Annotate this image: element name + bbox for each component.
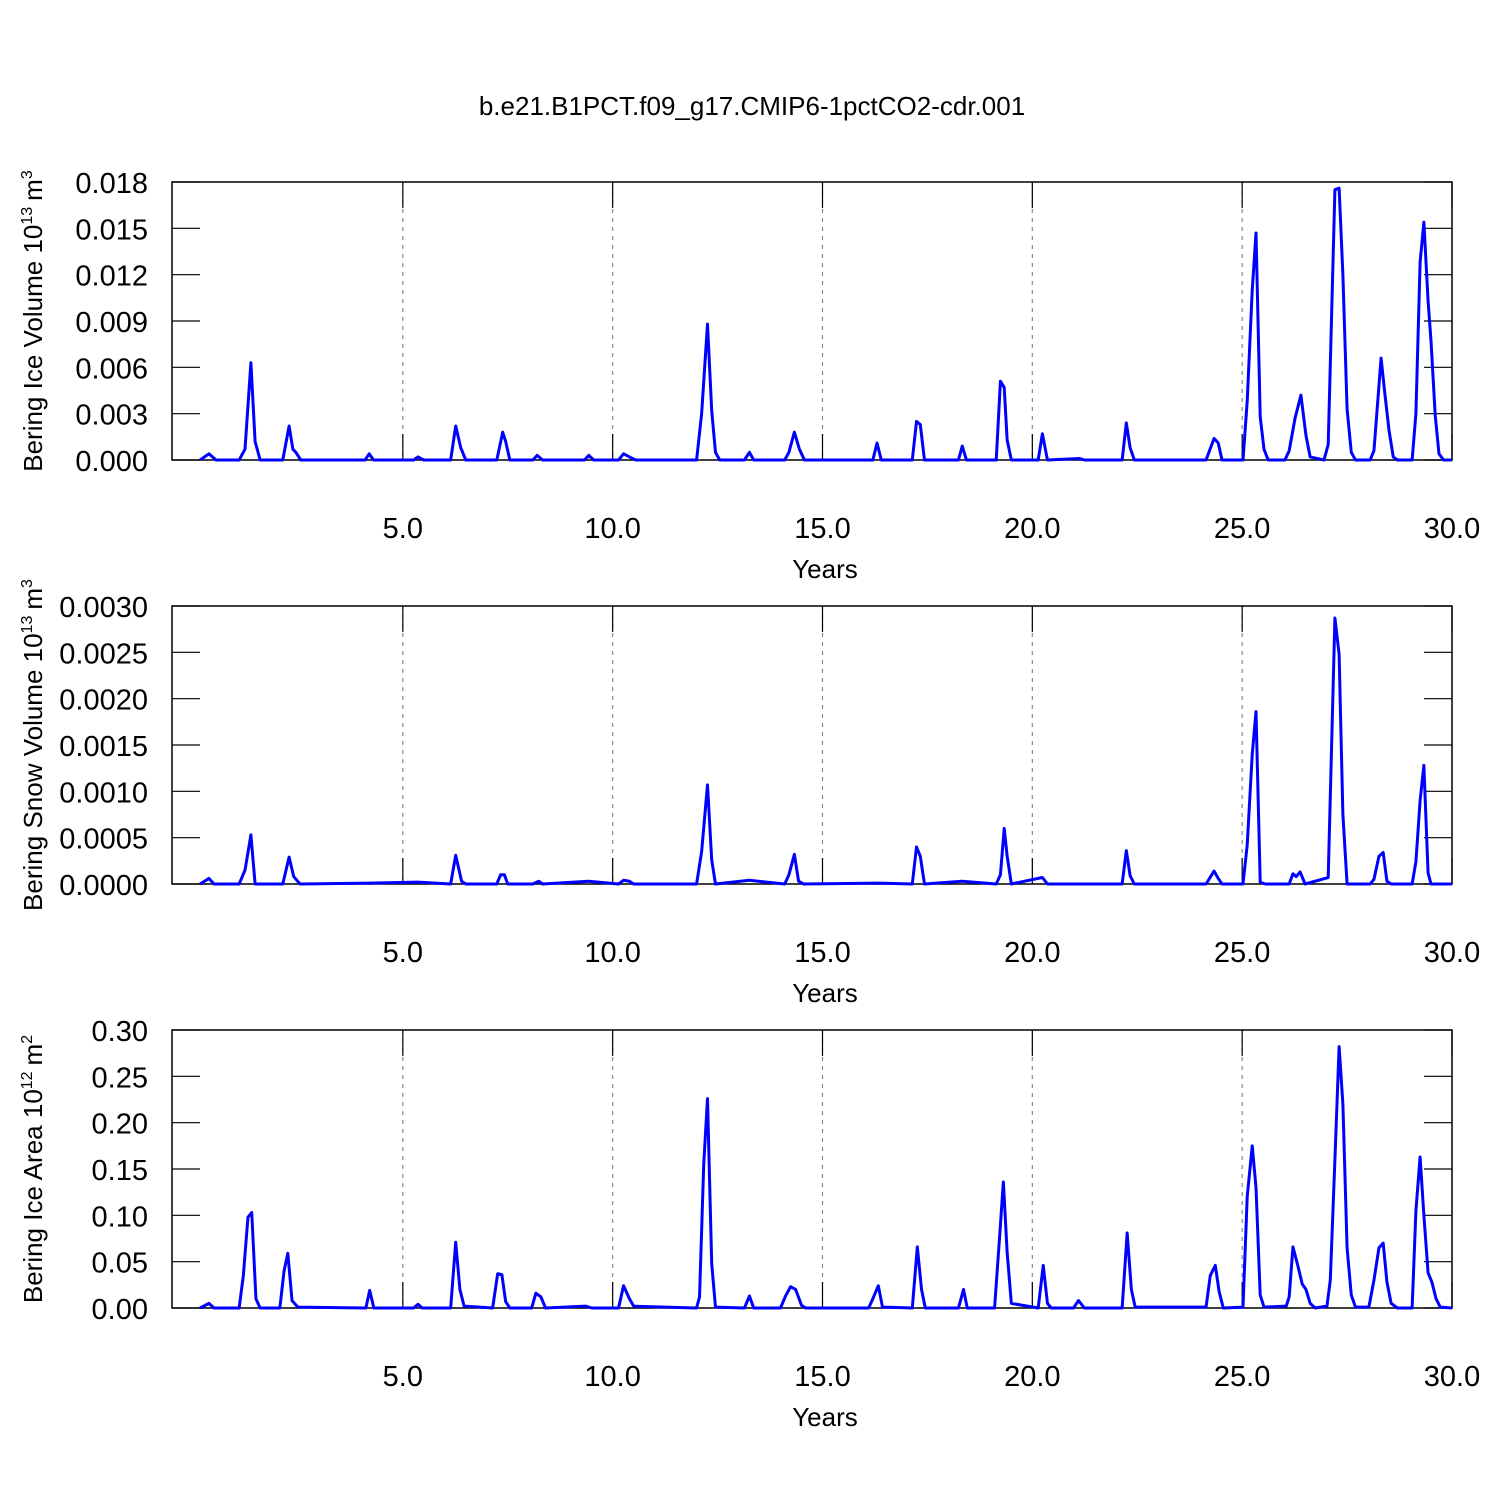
x-tick-label: 30.0 — [1424, 1361, 1480, 1393]
y-axis-label-power: 12 — [19, 1071, 36, 1089]
y-axis-label: Bering Ice Volume 1013 m3 — [18, 170, 48, 472]
y-axis-label-unit-power: 3 — [19, 579, 36, 588]
x-tick-label: 5.0 — [383, 1361, 423, 1393]
x-axis-label: Years — [792, 978, 858, 1008]
x-tick-label: 15.0 — [794, 1361, 850, 1393]
y-tick-label: 0.012 — [75, 261, 148, 293]
y-axis-label-unit-power: 3 — [19, 170, 36, 179]
y-tick-label: 0.009 — [75, 307, 148, 339]
y-tick-label: 0.00 — [92, 1294, 148, 1326]
y-tick-label: 0.15 — [92, 1155, 148, 1187]
y-tick-label: 0.015 — [75, 214, 148, 246]
y-axis-label-unit: m — [18, 1044, 48, 1066]
y-tick-label: 0.003 — [75, 400, 148, 432]
y-axis-label-power: 13 — [19, 616, 36, 634]
x-tick-label: 10.0 — [584, 513, 640, 545]
x-tick-label: 20.0 — [1004, 937, 1060, 969]
x-tick-label: 25.0 — [1214, 513, 1270, 545]
y-axis-label-power: 13 — [19, 207, 36, 225]
x-tick-label: 10.0 — [584, 937, 640, 969]
x-tick-label: 25.0 — [1214, 937, 1270, 969]
y-axis-label-unit-power: 2 — [19, 1035, 36, 1044]
y-tick-label: 0.10 — [92, 1201, 148, 1233]
y-axis-label: Bering Snow Volume 1013 m3 — [18, 579, 48, 911]
x-tick-label: 5.0 — [383, 513, 423, 545]
y-tick-label: 0.0000 — [59, 870, 148, 902]
x-tick-label: 20.0 — [1004, 1361, 1060, 1393]
x-tick-label: 15.0 — [794, 937, 850, 969]
x-tick-label: 5.0 — [383, 937, 423, 969]
data-line — [199, 1045, 1453, 1310]
x-axis-label: Years — [792, 1402, 858, 1432]
y-axis-label-text: Bering Ice Volume 10 — [18, 225, 48, 472]
y-axis-label: Bering Ice Area 1012 m2 — [18, 1035, 48, 1303]
data-line — [199, 186, 1452, 462]
x-tick-label: 20.0 — [1004, 513, 1060, 545]
y-axis-label-text: Bering Snow Volume 10 — [18, 633, 48, 911]
y-tick-label: 0.006 — [75, 353, 148, 385]
y-tick-label: 0.05 — [92, 1248, 148, 1280]
x-axis-label: Years — [792, 554, 858, 584]
x-tick-label: 30.0 — [1424, 513, 1480, 545]
figure-title: b.e21.B1PCT.f09_g17.CMIP6-1pctCO2-cdr.00… — [479, 91, 1025, 121]
y-tick-label: 0.0020 — [59, 685, 148, 717]
y-tick-label: 0.0030 — [59, 592, 148, 624]
x-tick-label: 25.0 — [1214, 1361, 1270, 1393]
y-tick-label: 0.0010 — [59, 777, 148, 809]
y-tick-label: 0.018 — [75, 168, 148, 200]
y-axis-label-unit: m — [18, 179, 48, 201]
data-line — [199, 616, 1452, 886]
y-axis-label-unit: m — [18, 588, 48, 610]
x-tick-label: 30.0 — [1424, 937, 1480, 969]
y-tick-label: 0.0025 — [59, 638, 148, 670]
y-tick-label: 0.20 — [92, 1109, 148, 1141]
x-tick-label: 15.0 — [794, 513, 850, 545]
y-tick-label: 0.000 — [75, 446, 148, 478]
y-tick-label: 0.25 — [92, 1062, 148, 1094]
y-tick-label: 0.0015 — [59, 731, 148, 763]
y-tick-label: 0.30 — [92, 1016, 148, 1048]
y-axis-label-text: Bering Ice Area 10 — [18, 1089, 48, 1303]
y-tick-label: 0.0005 — [59, 824, 148, 856]
x-tick-label: 10.0 — [584, 1361, 640, 1393]
